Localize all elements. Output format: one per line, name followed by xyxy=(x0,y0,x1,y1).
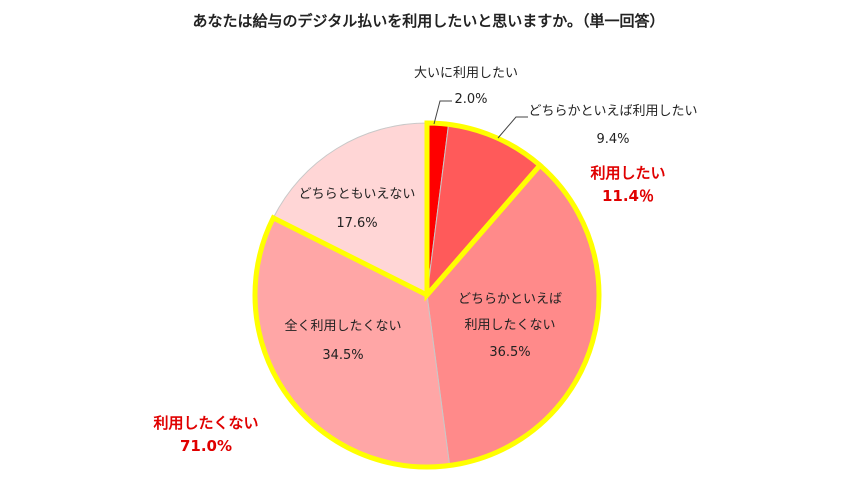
group-value-2: 71.0% xyxy=(180,437,232,455)
pie-slice-5 xyxy=(272,122,428,296)
slice-label-2: どちらかといえば利用したい xyxy=(528,104,697,119)
group-highlight-2 xyxy=(252,161,602,470)
slice-label-1: 大いに利用したい xyxy=(414,66,518,81)
slice-value-3: 36.5% xyxy=(489,345,530,360)
slice-label-4: 全く利用したくない xyxy=(284,318,401,334)
leader-line-2 xyxy=(497,116,528,139)
slice-value-5: 17.6% xyxy=(336,216,377,231)
group-label-1: 利用したい xyxy=(590,164,665,182)
leader-line-1 xyxy=(433,100,452,125)
group-value-1: 11.4％ xyxy=(602,187,654,205)
slice-value-4: 34.5% xyxy=(322,348,363,363)
slice-label-3-line1: どちらかといえば xyxy=(458,292,562,307)
slice-value-1: 2.0% xyxy=(454,92,487,107)
slice-label-3-line2: 利用したくない xyxy=(464,318,555,333)
slice-value-2: 9.4% xyxy=(596,132,629,147)
chart-title: あなたは給与のデジタル払いを利用したいと思いますか。（単一回答） xyxy=(192,12,665,30)
slice-label-5: どちらともいえない xyxy=(299,187,416,202)
group-label-2: 利用したくない xyxy=(153,414,258,432)
